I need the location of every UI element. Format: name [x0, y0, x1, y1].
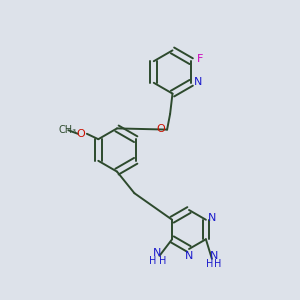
- Text: N: N: [194, 76, 202, 87]
- Text: O: O: [76, 129, 85, 139]
- Text: O: O: [157, 124, 166, 134]
- Text: CH₃: CH₃: [58, 125, 77, 135]
- Text: H: H: [149, 256, 157, 266]
- Text: N: N: [153, 248, 161, 258]
- Text: H: H: [159, 256, 166, 266]
- Text: H: H: [214, 259, 222, 269]
- Text: N: N: [185, 250, 193, 261]
- Text: F: F: [197, 54, 203, 64]
- Text: H: H: [206, 259, 213, 269]
- Text: N: N: [208, 213, 217, 223]
- Text: N: N: [210, 251, 218, 261]
